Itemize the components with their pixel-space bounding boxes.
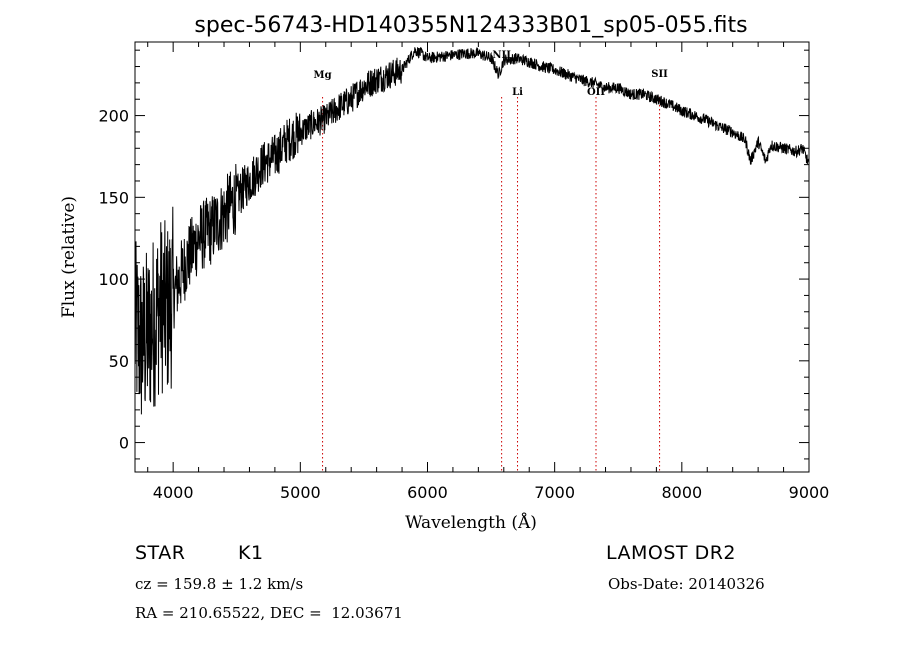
x-tick-label: 6000 [407, 483, 448, 502]
y-axis-label: Flux (relative) [59, 196, 79, 318]
x-tick-label: 5000 [280, 483, 321, 502]
x-tick-label: 8000 [661, 483, 702, 502]
survey-name: LAMOST DR2 [606, 542, 736, 564]
subclass: K1 [238, 542, 264, 564]
spectral-line-label: SII [651, 69, 668, 80]
object-type: STAR [135, 542, 186, 564]
spectral-lines: Mg NII Li OII SII [314, 50, 668, 472]
redshift-cz: cz = 159.8 ± 1.2 km/s [135, 575, 304, 593]
x-tick-label: 4000 [153, 483, 194, 502]
y-tick-label: 100 [98, 270, 129, 289]
y-tick-label: 150 [98, 188, 129, 207]
y-tick-label: 50 [109, 352, 129, 371]
y-tick-label: 0 [119, 434, 129, 453]
spectral-line-label: NII [492, 50, 511, 61]
y-tick-label: 200 [98, 107, 129, 126]
obs-date: Obs-Date: 20140326 [608, 575, 765, 593]
coordinates: RA = 210.65522, DEC = 12.03671 [135, 604, 403, 622]
x-tick-label: 7000 [534, 483, 575, 502]
axis-ticks: 4000 5000 6000 7000 8000 9000 0 50 100 150 200 [98, 42, 829, 502]
spectral-line-label: Li [512, 87, 523, 98]
spectrum-series-line [134, 46, 810, 415]
plot-frame [134, 41, 810, 473]
spectral-line-label: OII [587, 87, 605, 98]
spectral-line-label: Mg [314, 70, 332, 81]
chart-title: spec-56743-HD140355N124333B01_sp05-055.f… [194, 13, 747, 38]
x-axis-label: Wavelength (Å) [405, 512, 537, 533]
x-tick-label: 9000 [789, 483, 830, 502]
